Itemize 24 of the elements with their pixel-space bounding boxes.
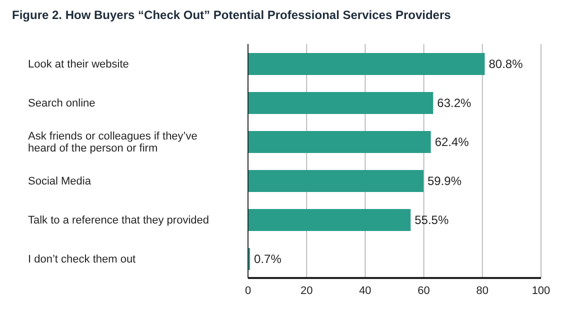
x-tick-label: 60 xyxy=(418,284,430,297)
y-tick-label: I don’t check them out xyxy=(28,254,136,266)
y-tick-label: Ask friends or colleagues if they’ve heard of the person or firm xyxy=(28,130,198,154)
bar xyxy=(248,53,485,75)
bar xyxy=(248,209,411,231)
bar xyxy=(248,131,431,153)
x-tick-label: 20 xyxy=(300,284,313,297)
x-tick-label: 0 xyxy=(244,284,252,297)
bar xyxy=(248,170,424,192)
x-tick-label: 40 xyxy=(359,284,372,297)
y-tick-label: Look at their website xyxy=(28,58,129,70)
data-label: 62.4% xyxy=(434,135,470,149)
bar xyxy=(248,92,434,114)
x-tick-label: 80 xyxy=(476,284,489,297)
data-label: 55.5% xyxy=(414,213,449,227)
data-label: 63.2% xyxy=(437,96,472,110)
data-label: 80.8% xyxy=(488,57,524,71)
chart-title: Figure 2. How Buyers “Check Out” Potential Professional Services Providers xyxy=(12,8,452,22)
data-label: 0.7% xyxy=(254,252,282,266)
data-label: 59.9% xyxy=(428,174,462,188)
x-tick-label: 100 xyxy=(532,284,550,297)
y-tick-label: Social Media xyxy=(28,176,92,188)
y-tick-label: Search online xyxy=(28,98,96,110)
y-tick-label: Talk to a reference that they provided xyxy=(28,214,209,226)
